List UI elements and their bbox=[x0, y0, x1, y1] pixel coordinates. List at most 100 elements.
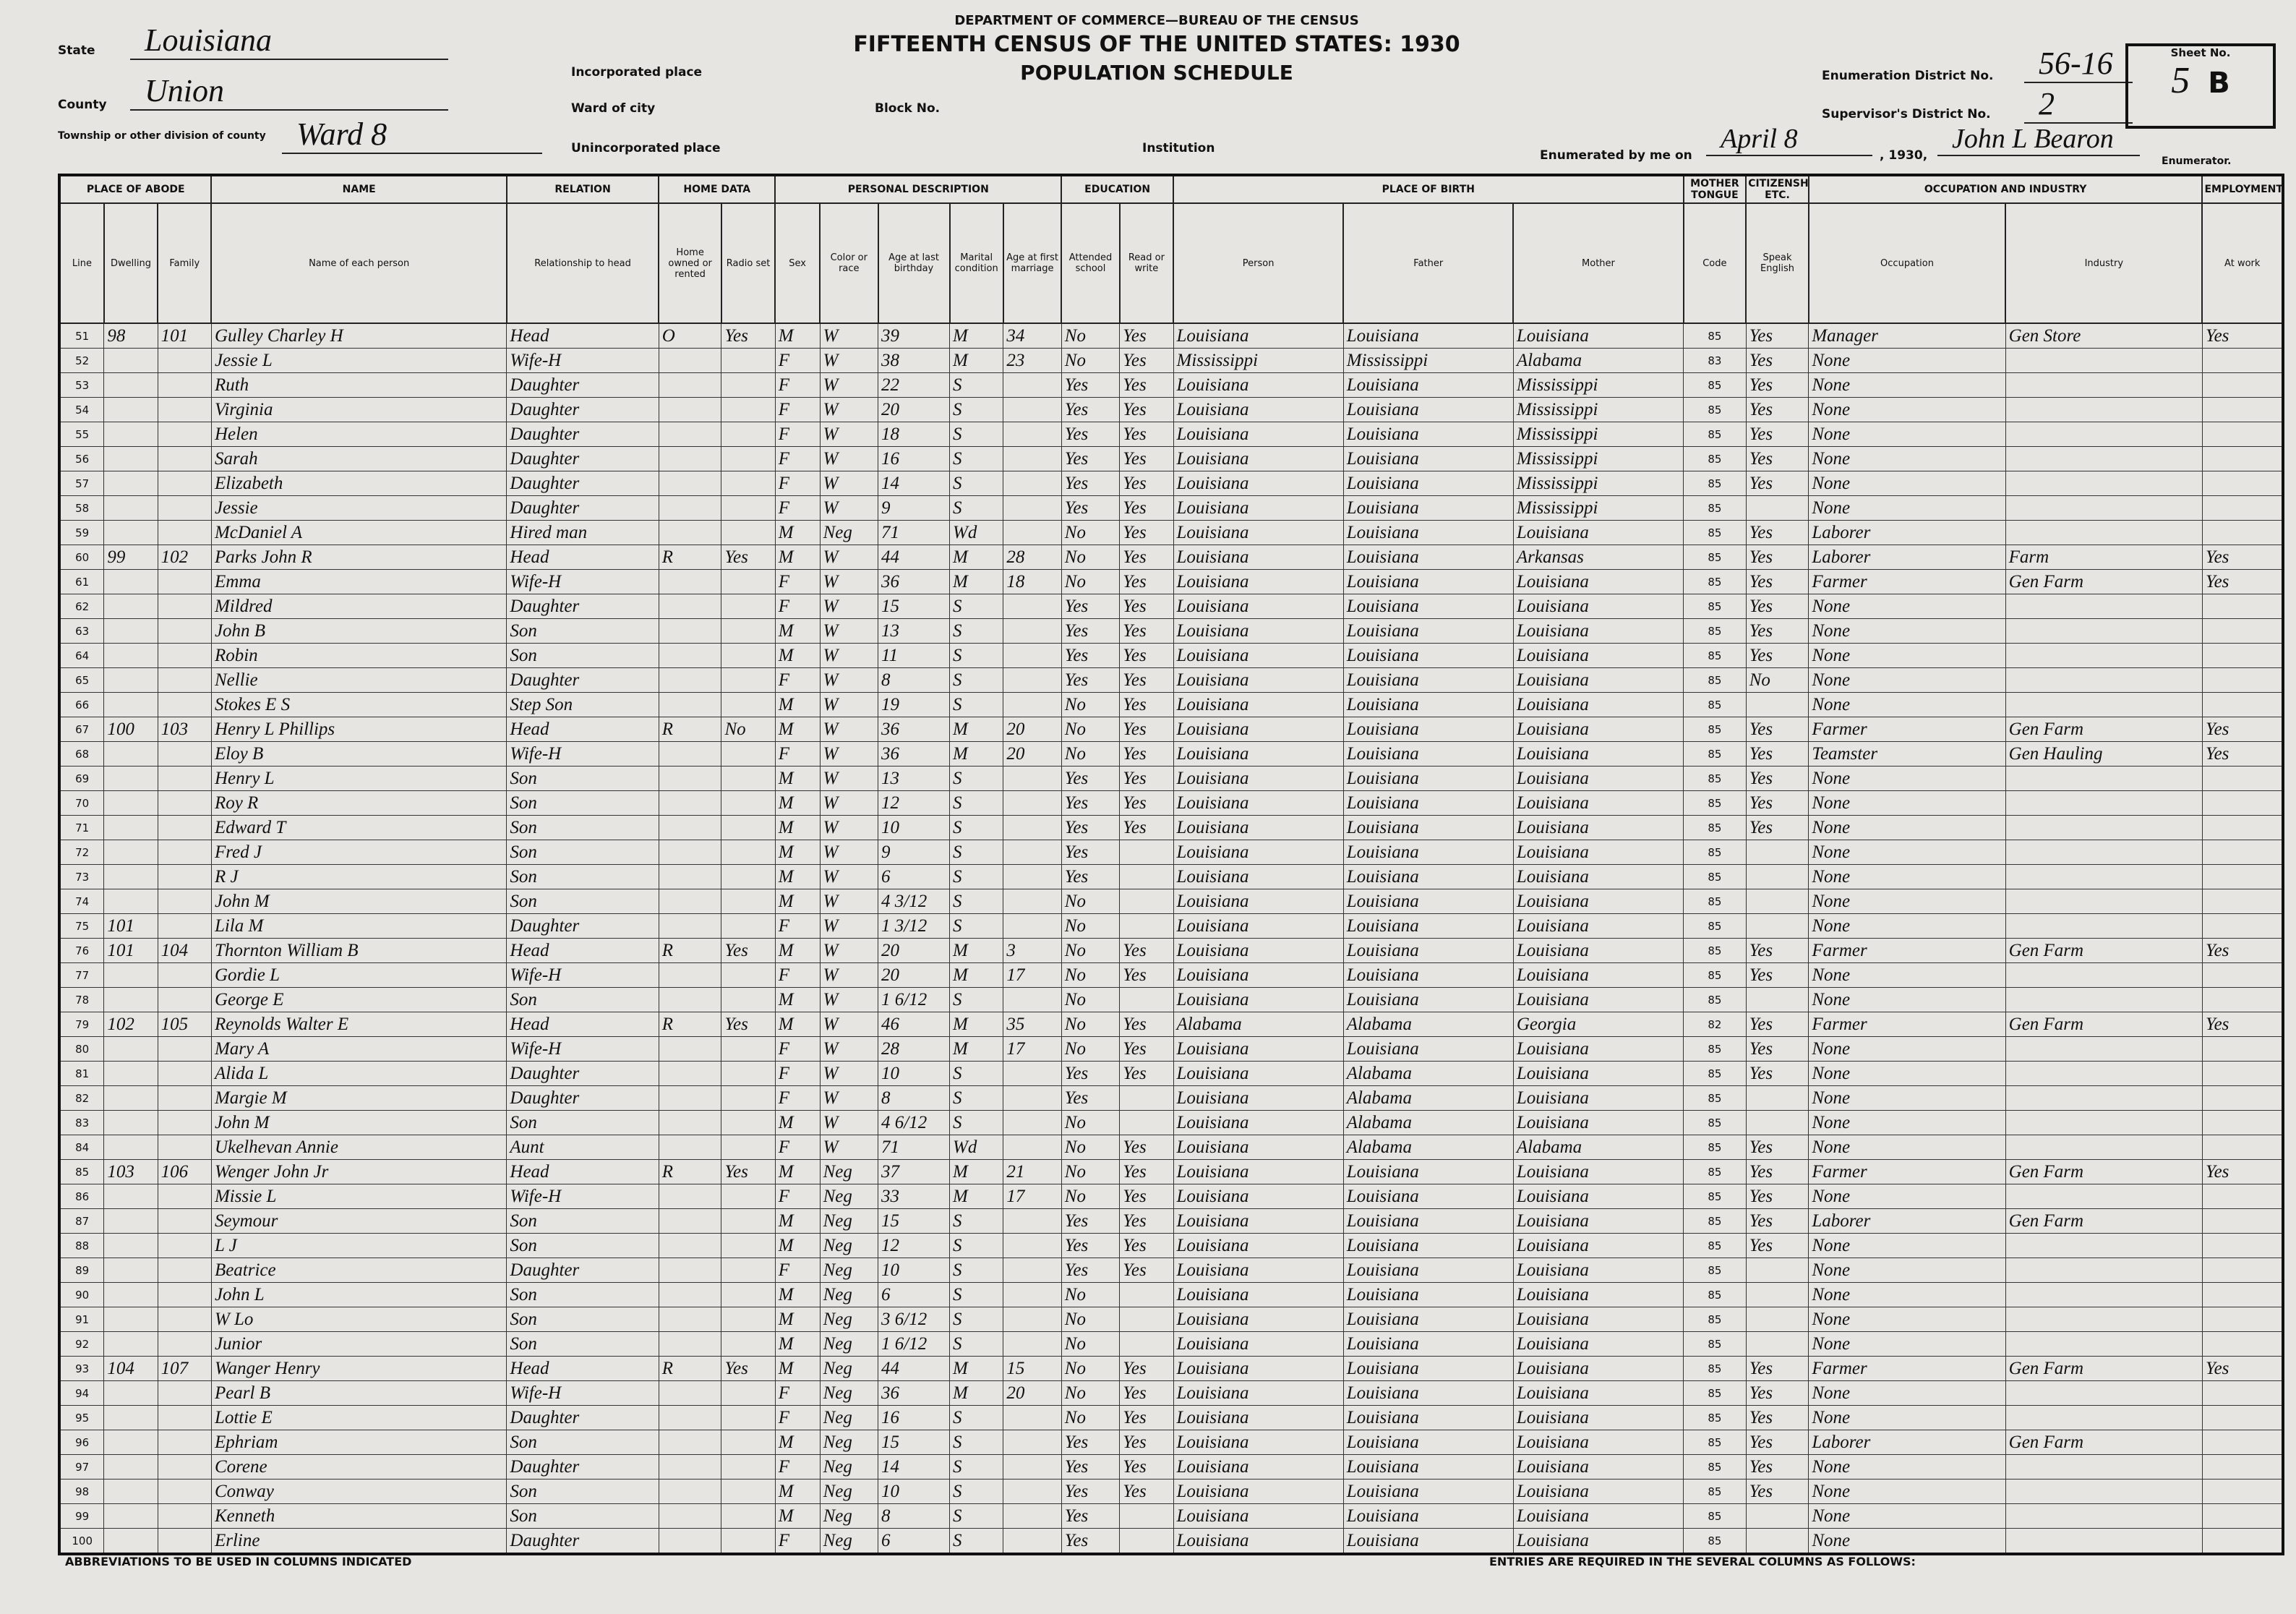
cell: Yes bbox=[1061, 446, 1121, 471]
cell: W bbox=[819, 495, 879, 521]
cell: 1 6/12 bbox=[878, 987, 951, 1012]
cell: Alabama bbox=[1512, 348, 1684, 373]
cell: Louisiana bbox=[1173, 1159, 1344, 1184]
cell: 85 bbox=[1683, 741, 1747, 767]
cell: 6 bbox=[878, 1282, 951, 1307]
cell bbox=[103, 667, 158, 693]
cell bbox=[721, 422, 776, 447]
cell: W bbox=[819, 889, 879, 914]
cell bbox=[2005, 1085, 2203, 1111]
cell: 85 bbox=[1683, 1282, 1747, 1307]
cell bbox=[157, 348, 212, 373]
cell: 82 bbox=[59, 1085, 105, 1111]
cell: 85 bbox=[1683, 790, 1747, 816]
cell: F bbox=[774, 594, 821, 619]
cell bbox=[658, 569, 722, 594]
schedule-row: 94 Pearl B Wife-H F Neg 36 M 20 No Yes Louisiana Lo… bbox=[59, 1380, 2284, 1406]
cell: F bbox=[774, 1061, 821, 1086]
cell: Yes bbox=[1061, 397, 1121, 422]
cell: None bbox=[1808, 618, 2006, 644]
cell bbox=[103, 987, 158, 1012]
cell: Neg bbox=[819, 1430, 879, 1455]
cell: Louisiana bbox=[1512, 1184, 1684, 1209]
schedule-row: 56 Sarah Daughter F W 16 S Yes Yes Louisiana Louis… bbox=[59, 446, 2284, 471]
label: Ward of city bbox=[571, 101, 656, 116]
cell: No bbox=[1061, 1405, 1121, 1430]
cell: Son bbox=[506, 1503, 659, 1529]
cell: Yes bbox=[1119, 962, 1174, 988]
cell: Louisiana bbox=[1173, 1528, 1344, 1555]
cell: Louisiana bbox=[1173, 790, 1344, 816]
cell: Mildred bbox=[210, 594, 507, 619]
cell: Yes bbox=[2201, 741, 2284, 767]
cell: Yes bbox=[1119, 323, 1174, 349]
cell: 8 bbox=[878, 1085, 951, 1111]
cell bbox=[2201, 1085, 2284, 1111]
cell: Louisiana bbox=[1173, 520, 1344, 545]
cell: Yes bbox=[1745, 1159, 1809, 1184]
cell bbox=[2005, 913, 2203, 939]
cell: W Lo bbox=[210, 1307, 507, 1332]
cell bbox=[721, 1036, 776, 1062]
cell: Yes bbox=[1061, 1503, 1121, 1529]
column-header: Age at first marriage bbox=[1002, 202, 1063, 324]
cell: Yes bbox=[1745, 717, 1809, 742]
cell: Yes bbox=[1061, 790, 1121, 816]
cell: Louisiana bbox=[1512, 1233, 1684, 1258]
cell bbox=[2005, 397, 2203, 422]
cell: Louisiana bbox=[1173, 471, 1344, 496]
cell bbox=[658, 1405, 722, 1430]
cell: F bbox=[774, 446, 821, 471]
cell: F bbox=[774, 471, 821, 496]
cell: Louisiana bbox=[1512, 594, 1684, 619]
cell: Yes bbox=[1119, 397, 1174, 422]
cell: Daughter bbox=[506, 372, 659, 398]
cell bbox=[721, 840, 776, 865]
cell: Louisiana bbox=[1173, 1380, 1344, 1406]
cell bbox=[658, 1282, 722, 1307]
cell: Farmer bbox=[1808, 1159, 2006, 1184]
cell: Yes bbox=[1745, 471, 1809, 496]
cell: Louisiana bbox=[1342, 1258, 1514, 1283]
cell: S bbox=[949, 815, 1004, 840]
cell bbox=[2201, 913, 2284, 939]
cell: 33 bbox=[878, 1184, 951, 1209]
schedule-row: 66 Stokes E S Step Son M W 19 S No Yes Louisiana L… bbox=[59, 692, 2284, 717]
cell: 3 bbox=[1003, 938, 1062, 963]
cell: 20 bbox=[878, 938, 951, 963]
cell bbox=[658, 766, 722, 791]
cell: 20 bbox=[1003, 717, 1062, 742]
cell bbox=[157, 1479, 212, 1504]
subtitle: POPULATION SCHEDULE bbox=[1020, 61, 1293, 85]
cell bbox=[2005, 1184, 2203, 1209]
cell: Yes bbox=[1745, 815, 1809, 840]
cell: Yes bbox=[1119, 643, 1174, 668]
cell bbox=[1003, 1331, 1062, 1357]
cell: 71 bbox=[878, 1135, 951, 1160]
cell bbox=[2005, 1233, 2203, 1258]
cell: Louisiana bbox=[1512, 889, 1684, 914]
cell: 44 bbox=[878, 545, 951, 570]
cell: 92 bbox=[59, 1331, 105, 1357]
cell: M bbox=[774, 1479, 821, 1504]
cell: W bbox=[819, 446, 879, 471]
cell: Yes bbox=[2201, 1159, 2284, 1184]
cell bbox=[157, 962, 212, 988]
cell: 8 bbox=[878, 1503, 951, 1529]
cell: Yes bbox=[1745, 323, 1809, 349]
cell bbox=[2005, 840, 2203, 865]
cell: Louisiana bbox=[1173, 889, 1344, 914]
cell: Louisiana bbox=[1512, 643, 1684, 668]
schedule-row: 73 R J Son M W 6 S Yes Louisiana Louisiana Louisia… bbox=[59, 864, 2284, 889]
cell: Alabama bbox=[1342, 1012, 1514, 1037]
cell: 102 bbox=[103, 1012, 158, 1037]
cell: 87 bbox=[59, 1208, 105, 1234]
cell: Yes bbox=[1061, 1233, 1121, 1258]
cell: 56 bbox=[59, 446, 105, 471]
cell bbox=[721, 471, 776, 496]
cell bbox=[103, 1258, 158, 1283]
cell: F bbox=[774, 495, 821, 521]
cell: 85 bbox=[1683, 1356, 1747, 1381]
cell: M bbox=[774, 840, 821, 865]
cell: 3 6/12 bbox=[878, 1307, 951, 1332]
